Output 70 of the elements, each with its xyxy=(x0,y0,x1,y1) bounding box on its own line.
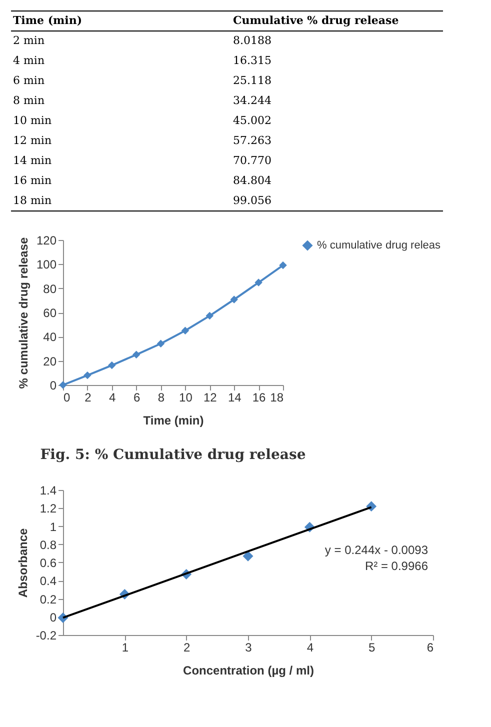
x-tick-label: 4 xyxy=(109,390,116,404)
y-tick-label: -0.2 xyxy=(36,628,57,642)
x-tick-label: 12 xyxy=(203,390,218,404)
y-axis-title: % cumulative drug release xyxy=(16,236,30,389)
y-tick-label: 0.6 xyxy=(40,556,57,570)
text: 25.118 xyxy=(233,74,272,87)
text: 84.804 xyxy=(233,174,272,187)
text: Time (min) xyxy=(13,14,82,27)
y-tick-label: 20 xyxy=(43,354,57,368)
x-tick-label: 5 xyxy=(368,640,376,654)
text: 14 min xyxy=(13,154,52,167)
x-tick-label: 4 xyxy=(306,640,314,654)
point xyxy=(254,278,262,286)
x-tick-label: 3 xyxy=(245,640,252,654)
y-tick-label: 0.2 xyxy=(40,592,57,606)
text: 2 min xyxy=(13,34,45,47)
x-tick-label: 2 xyxy=(183,640,190,654)
point xyxy=(108,361,116,370)
text: 8 min xyxy=(13,94,45,107)
y-tick-label: 1.4 xyxy=(40,484,57,498)
y-tick-label: 100 xyxy=(36,258,57,272)
y-tick-label: 0 xyxy=(50,378,57,392)
x-axis-title: Concentration (µg / ml) xyxy=(183,664,314,678)
point xyxy=(156,340,165,348)
x-tick-label: 2 xyxy=(84,390,92,404)
y-tick-label: 120 xyxy=(36,234,57,248)
x-tick-label: 14 xyxy=(228,390,242,404)
y-tick-label: 1.2 xyxy=(40,502,57,516)
text: 18 min xyxy=(13,194,52,207)
text: 57.263 xyxy=(233,134,272,147)
text: 45.002 xyxy=(233,114,272,127)
y-axis-title: Absorbance xyxy=(16,528,30,598)
text: 4 min xyxy=(13,54,45,67)
text: 10 min xyxy=(13,114,52,127)
x-tick-label: 8 xyxy=(158,390,165,404)
y-tick-label: 0.8 xyxy=(40,538,57,552)
x-tick-label: 1 xyxy=(122,640,129,654)
x-tick-label: 10 xyxy=(179,390,193,404)
text: 8.0188 xyxy=(233,34,272,47)
text: 34.244 xyxy=(233,94,272,107)
x-axis-title: Time (min) xyxy=(143,414,204,428)
text: Cumulative % drug release xyxy=(233,14,399,27)
point xyxy=(230,296,238,304)
point xyxy=(181,326,190,334)
text: Fig. 5: % Cumulative drug release xyxy=(40,447,306,463)
y-tick-label: 60 xyxy=(43,306,57,320)
y-tick-label: 0 xyxy=(50,610,57,624)
y-tick-label: 40 xyxy=(43,330,57,344)
text: 12 min xyxy=(13,134,52,147)
point xyxy=(132,350,140,359)
text: 16 min xyxy=(13,174,52,187)
point xyxy=(84,371,92,380)
point xyxy=(206,312,214,320)
x-tick-label: 6 xyxy=(426,640,434,654)
y-tick-label: 80 xyxy=(43,282,57,296)
x-tick-label: 6 xyxy=(133,390,140,404)
x-tick-label: 0 xyxy=(64,390,70,404)
text: 70.770 xyxy=(233,154,272,167)
legend-label: % cumulative drug releas xyxy=(317,240,442,252)
point xyxy=(242,550,254,562)
annotation: y = 0.244x - 0.0093 xyxy=(324,543,428,557)
text: 99.056 xyxy=(233,194,272,207)
point xyxy=(279,261,287,270)
x-tick-label: 18 xyxy=(270,390,284,404)
x-tick-label: 16 xyxy=(252,390,266,404)
y-tick-label: 1 xyxy=(50,520,57,534)
y-tick-label: 0.4 xyxy=(40,574,57,588)
annotation: R² = 0.9966 xyxy=(364,559,428,573)
text: 6 min xyxy=(13,74,45,87)
text: 16.315 xyxy=(233,54,272,67)
